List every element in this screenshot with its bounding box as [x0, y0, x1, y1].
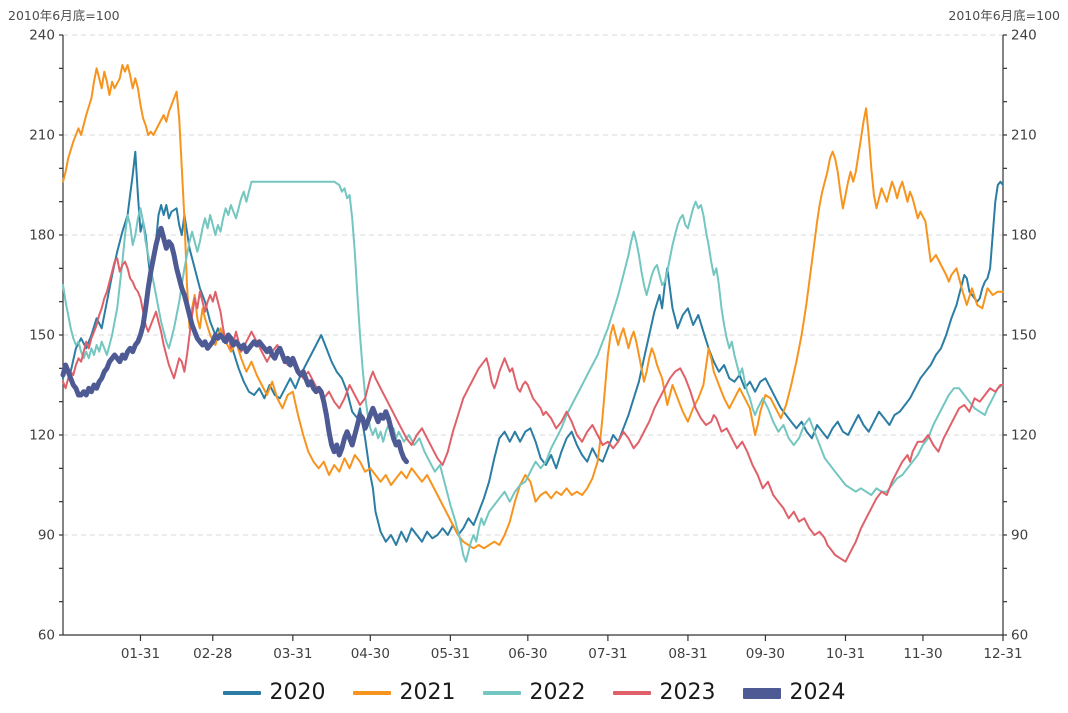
- y-axis-label-left: 210: [29, 128, 55, 144]
- legend-label-2021: 2021: [399, 680, 456, 705]
- index-base-note-right: 2010年6月底=100: [948, 8, 1060, 23]
- y-axis-label-right: 60: [1011, 628, 1028, 644]
- legend-label-2024: 2024: [789, 680, 846, 705]
- series-line-2020: [62, 150, 1004, 546]
- y-axis-label-right: 90: [1011, 528, 1028, 544]
- x-axis-label: 12-31: [983, 646, 1022, 662]
- legend-swatch-2023: [612, 690, 651, 696]
- legend-swatch-2021: [352, 690, 391, 696]
- series-line-2024: [60, 225, 409, 465]
- chart-legend: 2020 2021 2022 2023 2024: [0, 676, 1068, 710]
- series-line-2021: [62, 64, 1004, 550]
- x-axis-label: 10-31: [826, 646, 865, 662]
- x-axis-label: 08-31: [668, 646, 707, 662]
- y-axis-label-right: 240: [1011, 28, 1037, 44]
- legend-label-2020: 2020: [269, 680, 326, 705]
- x-axis-label: 01-31: [121, 646, 160, 662]
- y-axis-label-left: 60: [38, 628, 55, 644]
- legend-swatch-2022: [482, 690, 521, 696]
- legend-item-2020[interactable]: 2020: [222, 680, 326, 705]
- y-axis-label-left: 150: [29, 328, 55, 344]
- y-axis-label-left: 90: [38, 528, 55, 544]
- index-base-note-left: 2010年6月底=100: [8, 8, 120, 23]
- legend-label-2023: 2023: [659, 680, 716, 705]
- x-axis-label: 03-31: [273, 646, 312, 662]
- legend-item-2024[interactable]: 2024: [742, 680, 846, 705]
- legend-item-2023[interactable]: 2023: [612, 680, 716, 705]
- x-axis-label: 09-30: [746, 646, 785, 662]
- x-axis-label: 02-28: [193, 646, 232, 662]
- y-axis-label-right: 120: [1011, 428, 1037, 444]
- series-line-2022: [62, 180, 1004, 563]
- x-axis-label: 05-31: [431, 646, 470, 662]
- legend-label-2022: 2022: [529, 680, 586, 705]
- y-axis-label-right: 150: [1011, 328, 1037, 344]
- legend-swatch-2020: [222, 690, 261, 696]
- legend-item-2022[interactable]: 2022: [482, 680, 586, 705]
- y-axis-label-right: 210: [1011, 128, 1037, 144]
- y-axis-label-left: 180: [29, 228, 55, 244]
- series-line-2023: [62, 257, 1004, 563]
- y-axis-label-right: 180: [1011, 228, 1037, 244]
- x-axis-label: 04-30: [351, 646, 390, 662]
- x-axis-label: 07-31: [588, 646, 627, 662]
- legend-swatch-2024: [742, 687, 781, 699]
- y-axis-label-left: 120: [29, 428, 55, 444]
- plot-area: 60 60 90 90 120 120 150 150 180 180 210 210 240 240 01…: [29, 28, 1037, 663]
- x-axis-label: 06-30: [508, 646, 547, 662]
- legend-item-2021[interactable]: 2021: [352, 680, 456, 705]
- x-axis-label: 11-30: [903, 646, 942, 662]
- y-axis-label-left: 240: [29, 28, 55, 44]
